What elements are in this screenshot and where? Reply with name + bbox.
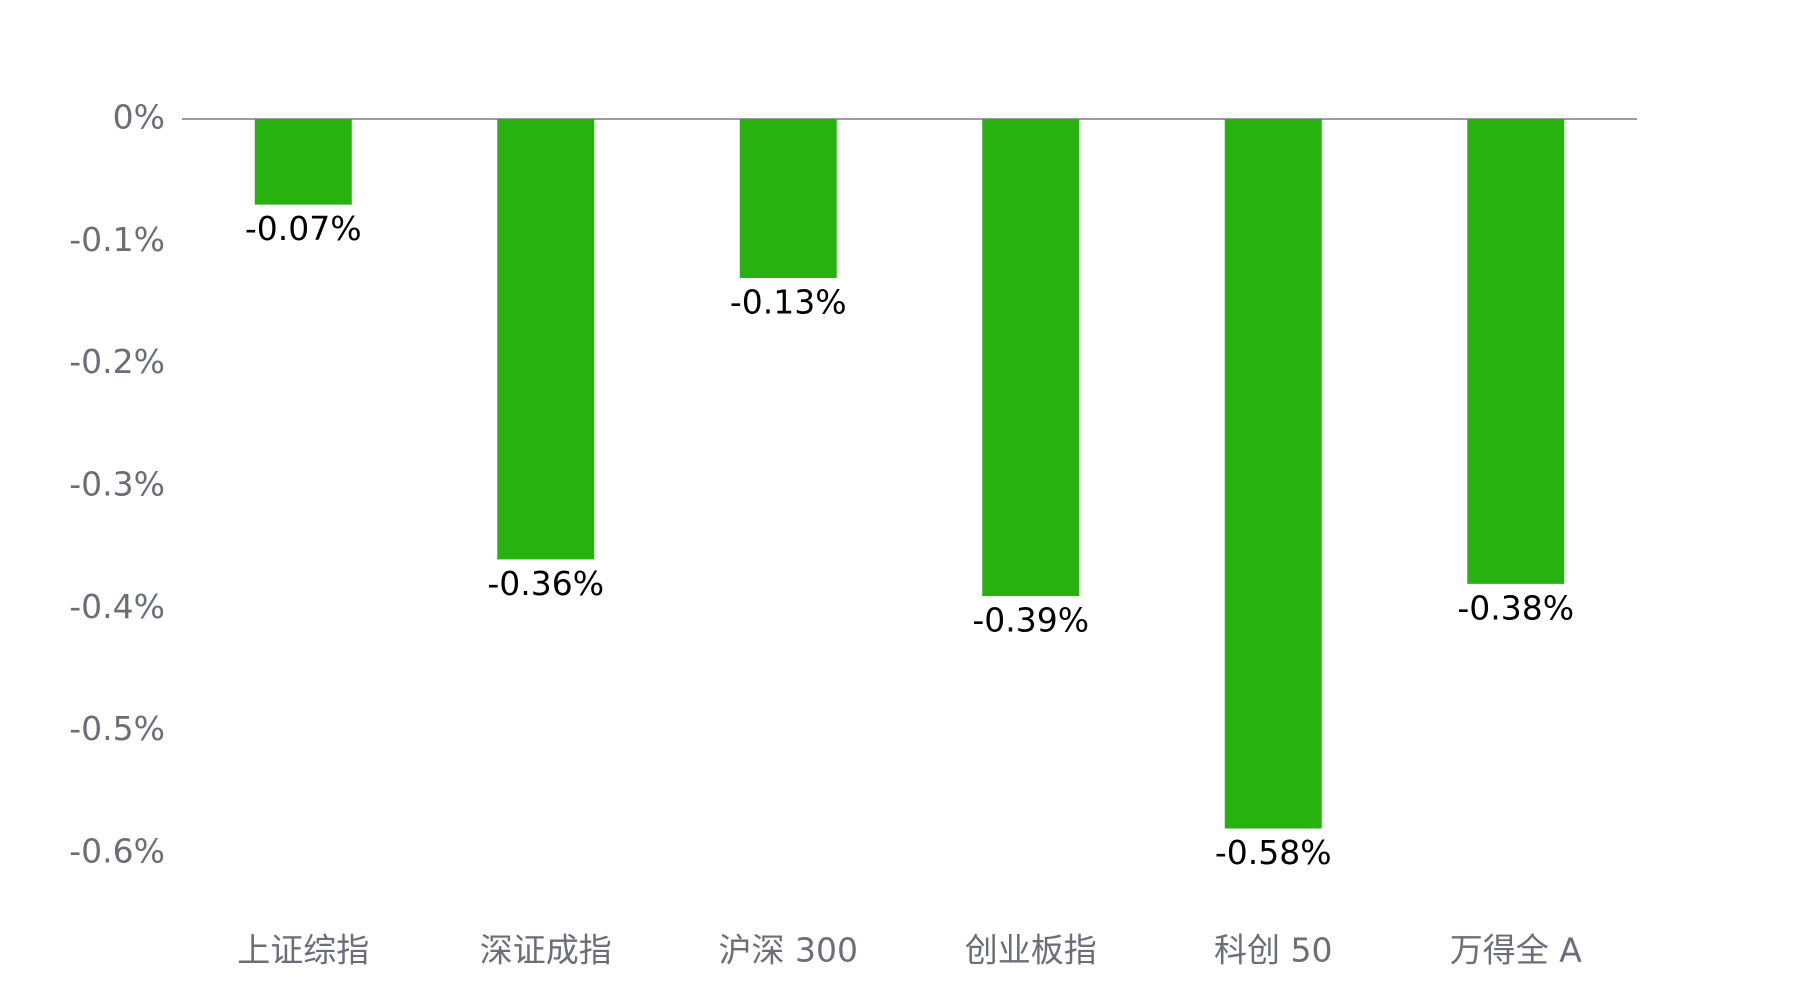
value-label: -0.13%: [730, 283, 847, 322]
y-tick-label: -0.5%: [69, 709, 165, 748]
y-tick-label: -0.3%: [69, 465, 165, 504]
bar: [1224, 119, 1322, 829]
value-label: -0.39%: [972, 601, 1089, 640]
bar: [1467, 119, 1565, 584]
x-tick-label: 万得全 A: [1450, 931, 1582, 970]
bar: [254, 119, 352, 205]
value-label: -0.36%: [487, 564, 604, 603]
y-tick-label: -0.1%: [69, 220, 165, 259]
y-tick-label: -0.6%: [69, 832, 165, 871]
x-tick-label: 上证综指: [237, 931, 369, 970]
bar: [982, 119, 1080, 597]
bar: [497, 119, 595, 560]
y-tick-label: 0%: [113, 98, 165, 137]
x-tick-label: 科创 50: [1214, 931, 1332, 970]
value-label: -0.38%: [1457, 588, 1574, 627]
x-tick-label: 沪深 300: [719, 931, 858, 970]
y-tick-label: -0.4%: [69, 587, 165, 626]
x-tick-label: 创业板指: [965, 931, 1097, 970]
bar: [739, 119, 837, 279]
value-label: -0.58%: [1215, 833, 1332, 872]
x-tick-label: 深证成指: [480, 931, 612, 970]
value-label: -0.07%: [245, 209, 362, 248]
y-tick-label: -0.2%: [69, 342, 165, 381]
